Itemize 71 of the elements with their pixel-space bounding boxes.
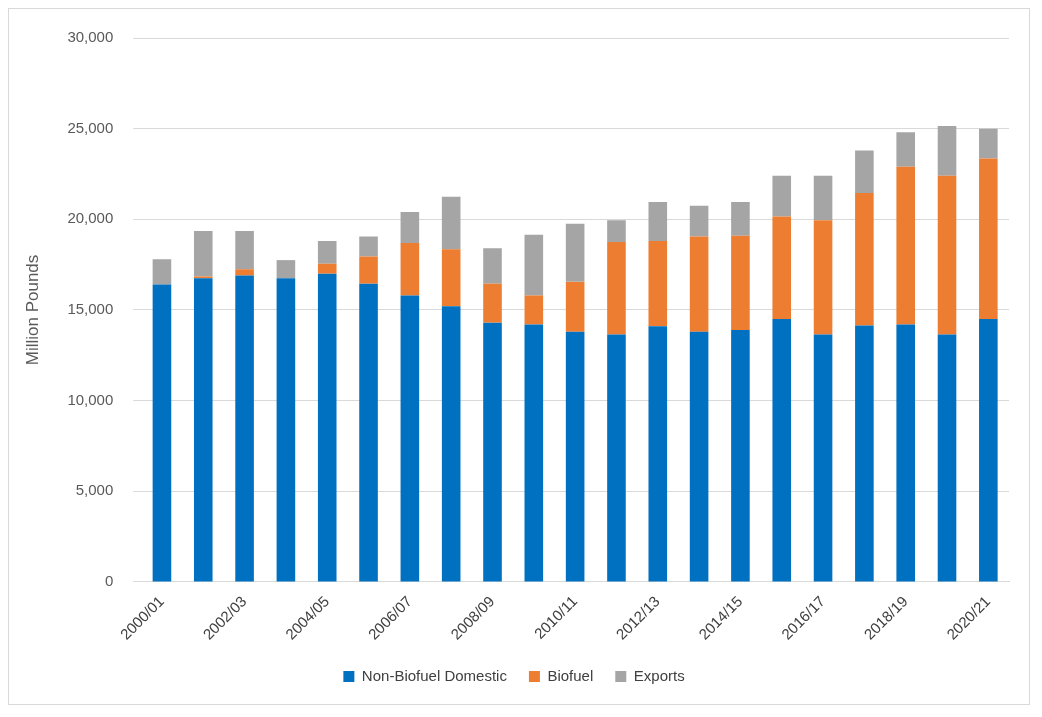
bar [400,212,420,243]
bar [483,283,502,323]
bar [648,326,668,582]
bar [937,175,957,335]
bar [648,241,668,327]
bar [235,275,254,582]
bar [483,322,502,582]
bar [359,256,378,284]
bar [565,331,585,582]
bar [731,235,750,330]
bar [193,278,213,582]
bar [731,202,750,236]
bar [317,273,337,582]
bar [607,241,626,335]
bar [441,306,461,582]
legend-label: Biofuel [547,666,594,684]
bar [359,283,378,582]
bar [979,128,998,159]
bar [359,236,378,257]
bar [689,331,709,582]
bar [772,216,792,320]
bar [855,193,874,326]
bar [524,324,544,582]
legend-label: Non-Biofuel Domestic [361,666,508,684]
bar [896,166,915,325]
bar [855,150,874,194]
y-tick-label: 20,000 [67,209,114,227]
bar [689,236,709,332]
y-tick-label: 30,000 [67,28,114,46]
bar [772,319,792,582]
bar [813,220,833,335]
bar [565,223,585,282]
bar [565,281,585,332]
bar [813,175,833,221]
bar [441,196,461,250]
legend-label: Exports [633,666,685,684]
bar [979,158,998,320]
bar [152,284,172,582]
bar [731,329,750,582]
bar [648,202,668,242]
bar [896,132,915,167]
bar [855,325,874,582]
bar [896,324,915,582]
y-tick-label: 5,000 [75,481,114,499]
y-tick-label: 0 [104,572,114,590]
y-tick-label: 15,000 [67,300,114,318]
bar [276,260,296,279]
bar [607,334,626,582]
bar [152,259,172,285]
bar [317,241,337,264]
bar [772,175,792,217]
bar [317,263,337,274]
bar [483,248,502,284]
bar [400,242,420,296]
bar [441,249,461,307]
bar [937,125,957,176]
bar [400,295,420,582]
y-tick-label: 25,000 [67,118,114,136]
bar [937,334,957,582]
bar [689,205,709,237]
bar [979,319,998,582]
bar [193,231,213,277]
bar [813,334,833,582]
bar [235,231,254,270]
bar [524,234,544,296]
y-tick-label: 10,000 [67,390,114,408]
bar [524,295,544,325]
bar [607,220,626,242]
bar [235,269,254,276]
bar [276,278,296,582]
y-axis-title: Million Pounds [22,254,42,366]
